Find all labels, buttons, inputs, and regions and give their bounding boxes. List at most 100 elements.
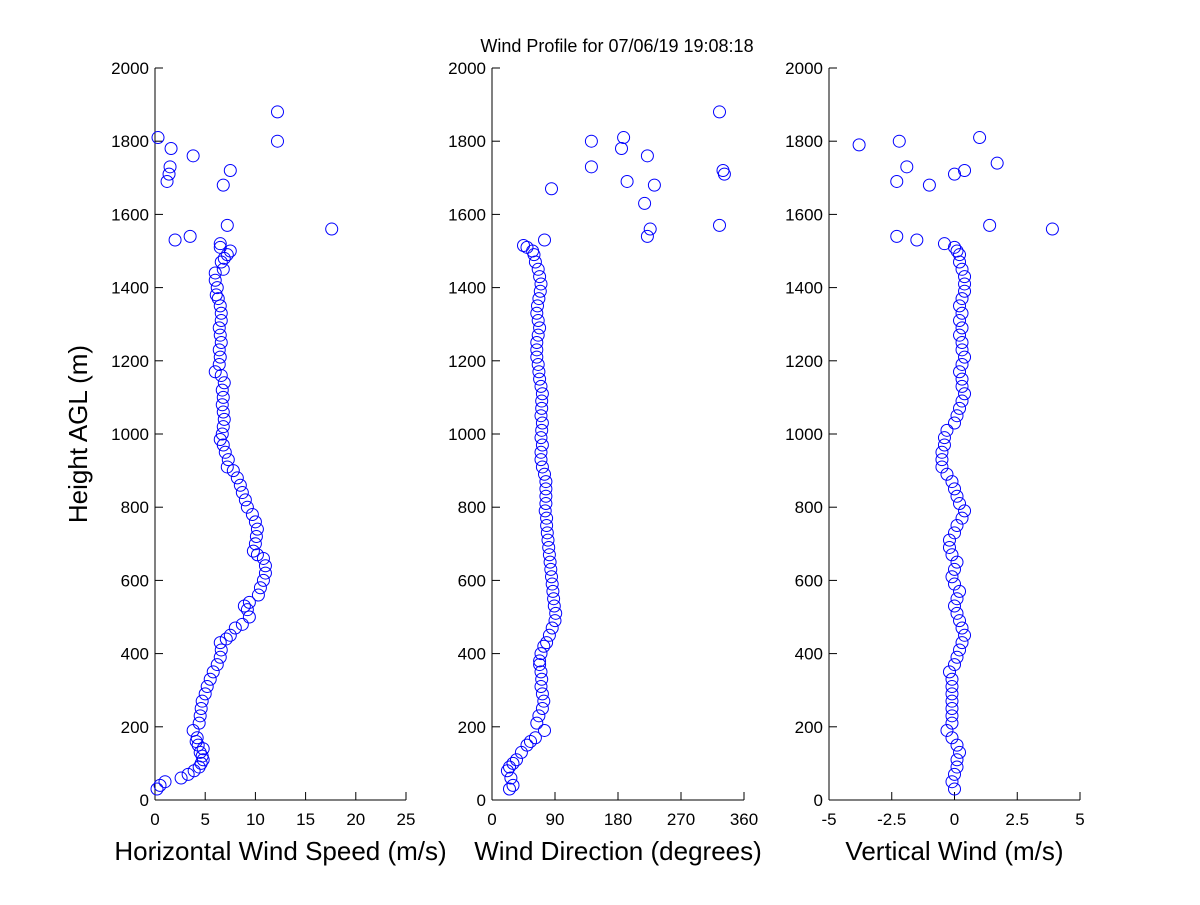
data-point [534,453,548,467]
data-point [258,566,272,580]
y-tick-label: 2000 [785,59,823,78]
data-point [528,731,542,745]
y-tick-label: 0 [140,791,149,810]
y-tick-label: 1400 [111,279,149,298]
data-point [215,427,229,441]
data-point [647,178,661,192]
data-point [545,621,559,635]
data-point [945,716,959,730]
data-point [543,555,557,569]
data-point [539,475,553,489]
data-point [214,336,228,349]
data-point [950,760,964,774]
data-point [215,398,229,412]
data-point [223,628,237,642]
data-point [716,163,730,177]
data-point [534,431,548,445]
data-point [953,248,967,262]
x-tick-label: 20 [346,810,365,829]
data-point [950,606,964,620]
data-point [198,687,212,701]
data-point [192,716,206,730]
data-point [174,771,188,785]
data-point [955,292,969,306]
y-tick-label: 2000 [111,59,149,78]
data-point [958,284,972,298]
data-point [948,767,961,781]
data-point [942,665,956,679]
data-point [221,453,235,467]
data-point [950,244,964,258]
data-point [713,218,726,232]
x-tick-label: -5 [821,810,836,829]
data-point [206,665,220,679]
data-point [538,233,551,247]
data-point [195,694,209,708]
data-point [852,138,866,152]
panel-1: 0 200 400 600 800 1000 1200 1400 1600 1800 2000 0 5 1… [63,59,447,866]
data-point [212,357,226,371]
data-point [248,515,262,529]
y-tick-label: 1600 [111,205,149,224]
data-point [223,163,237,177]
data-points-2 [500,105,731,796]
data-point [210,281,224,295]
data-point [530,336,544,349]
y-tick-label: 1800 [785,132,823,151]
x-tick-label: 270 [667,810,695,829]
data-point [942,540,956,554]
data-point [534,647,548,661]
data-point [533,284,547,298]
data-point [544,562,558,576]
data-point [538,504,552,518]
data-point [535,401,549,415]
data-point [547,592,561,606]
data-point [950,738,964,752]
data-point [955,379,969,393]
y-tick-label: 200 [121,718,149,737]
data-point [510,753,523,767]
data-point [940,423,954,437]
data-point [216,420,230,434]
data-point [216,178,230,192]
data-point [940,467,954,481]
data-point [506,756,520,770]
data-point [242,610,256,624]
x-tick-label: 5 [200,810,209,829]
panel-3: 0 200 400 600 800 1000 1200 1400 1600 1800 2000 -5 -… [785,59,1085,866]
data-point [506,778,520,792]
data-point [533,658,547,672]
data-point [212,321,226,335]
x-tick-label: 180 [604,810,632,829]
data-point [503,760,516,774]
data-point [638,196,652,210]
data-point [504,771,518,785]
data-point [948,599,961,613]
data-point [955,306,969,320]
data-point [530,716,544,730]
data-point [530,343,544,357]
data-point [945,731,959,745]
data-point [538,723,551,737]
data-point [953,401,967,415]
x-axis-title-3: Vertical Wind (m/s) [845,836,1063,866]
data-point [955,336,969,349]
data-point [640,149,654,163]
y-tick-label: 200 [795,718,823,737]
data-point [945,570,959,584]
data-point [548,614,562,628]
data-point [890,174,904,188]
data-point [955,372,969,386]
data-point [150,782,164,796]
data-point [953,497,967,511]
data-point [530,306,544,320]
data-point [211,292,225,306]
data-point [542,628,556,642]
data-point [213,350,227,364]
data-point [953,614,967,628]
data-point [209,288,223,302]
data-point [948,782,961,796]
data-point [249,529,263,543]
data-point [216,405,230,419]
data-point [539,489,553,503]
